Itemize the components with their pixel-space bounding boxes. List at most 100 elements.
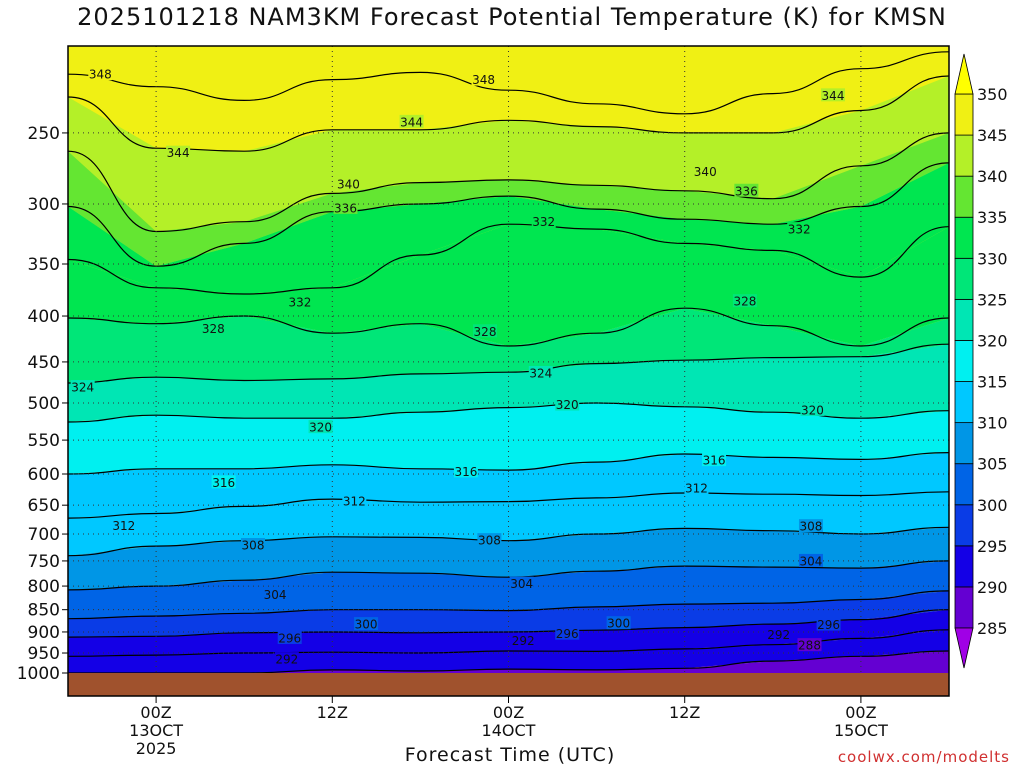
- credit-text[interactable]: coolwx.com/modelts: [837, 748, 1010, 766]
- contour-label: 304: [510, 577, 533, 591]
- colorbar-tick-label: 350: [977, 85, 1008, 104]
- fill-band-288: [68, 651, 949, 673]
- contour-label-group: 340: [336, 176, 361, 191]
- contour-label: 292: [275, 653, 298, 667]
- contour-label-group: 324: [528, 366, 553, 381]
- colorbar-tick-label: 315: [977, 373, 1008, 392]
- contour-label-bg: [816, 617, 841, 631]
- contour-label: 320: [309, 421, 332, 435]
- contour-label-bg: [684, 481, 709, 495]
- contour-label-bg: [798, 519, 823, 533]
- contour-label-bg: [88, 67, 113, 81]
- colorbar-segment: [954, 340, 974, 382]
- y-tick-label: 850: [28, 601, 60, 621]
- contour-label: 348: [472, 73, 495, 87]
- contour-label: 296: [278, 631, 301, 645]
- contour-label-group: 316: [453, 464, 478, 479]
- contour-label: 296: [817, 618, 840, 632]
- contour-label-group: 304: [509, 576, 534, 591]
- contour-label: 340: [694, 165, 717, 179]
- contour-label-group: 308: [477, 533, 502, 548]
- colorbar-tick-label: 330: [977, 249, 1008, 268]
- contour-label-group: 328: [732, 294, 757, 309]
- y-tick-label: 700: [28, 525, 60, 545]
- colorbar-segment: [954, 175, 974, 218]
- contour-label-bg: [798, 553, 823, 567]
- contour-label: 332: [788, 223, 811, 237]
- contour-label: 348: [89, 68, 112, 82]
- contour-label-bg: [732, 294, 757, 308]
- colorbar-segment: [954, 257, 974, 300]
- contour-label: 304: [264, 588, 287, 602]
- contour-label: 312: [112, 519, 135, 533]
- contour-label-group: 332: [787, 222, 812, 237]
- contour-label-bg: [531, 214, 556, 228]
- contour-label-group: 300: [606, 616, 631, 631]
- colorbar-segment: [954, 93, 974, 136]
- colorbar-tick-label: 335: [977, 208, 1008, 227]
- contour-label-group: 320: [800, 402, 825, 417]
- x-tick-date: 13OCT: [129, 721, 183, 740]
- contour-label-group: 292: [274, 652, 299, 667]
- contour-label: 332: [289, 296, 312, 310]
- chart-title: 2025101218 NAM3KM Forecast Potential Tem…: [77, 3, 947, 31]
- contour-label: 320: [556, 398, 579, 412]
- contour-label-group: 324: [70, 380, 95, 395]
- contour-label: 340: [337, 177, 360, 191]
- colorbar-tick-label: 300: [977, 496, 1008, 515]
- contour-344: [68, 75, 949, 152]
- contour-label-bg: [263, 587, 288, 601]
- contour-label-bg: [606, 616, 631, 630]
- colorbar-segment: [954, 504, 974, 547]
- x-tick-label: 00Z: [140, 703, 171, 722]
- contour-label-bg: [555, 397, 580, 411]
- x-tick-year: 2025: [136, 739, 177, 758]
- contour-300: [68, 590, 949, 620]
- contour-label: 328: [733, 295, 756, 309]
- contour-label-group: 288: [797, 638, 822, 653]
- contour-label-bg: [111, 518, 136, 532]
- x-tick-date: 14OCT: [482, 721, 536, 740]
- contour-label: 292: [512, 634, 535, 648]
- y-tick-label: 650: [28, 496, 60, 516]
- contour-label-bg: [211, 475, 236, 489]
- contour-label-group: 328: [201, 321, 226, 336]
- colorbar: 285 290 295 300 305 310 315 320 325 330 335 340 345 3…: [954, 53, 1008, 669]
- contour-label: 336: [334, 201, 357, 215]
- contour-label-bg: [702, 453, 727, 467]
- contour-label: 320: [801, 403, 824, 417]
- contour-label: 300: [607, 617, 630, 631]
- contour-340: [68, 132, 949, 233]
- contour-label: 308: [478, 534, 501, 548]
- contour-label: 336: [735, 184, 758, 198]
- x-tick-label: 00Z: [845, 703, 876, 722]
- fill-band-312: [68, 491, 949, 556]
- colorbar-tick-label: 310: [977, 414, 1008, 433]
- fill-band-304: [68, 560, 949, 619]
- contour-label: 316: [703, 454, 726, 468]
- y-tick-label: 950: [28, 644, 60, 664]
- contour-label-bg: [787, 222, 812, 236]
- contour-label: 308: [242, 539, 265, 553]
- contour-label-bg: [166, 145, 191, 159]
- contour-label-group: 304: [798, 553, 823, 568]
- contour-label-group: 348: [88, 67, 113, 82]
- y-axis: 2503003504004505005506006507007508008509…: [17, 124, 68, 684]
- colorbar-tick-label: 305: [977, 455, 1008, 474]
- contour-label-bg: [354, 617, 379, 631]
- fill-band-336: [68, 162, 949, 294]
- contour-label-group: 336: [734, 183, 759, 198]
- contour-label-group: 340: [693, 164, 718, 179]
- colorbar-segment: [954, 381, 974, 424]
- contour-label-group: 312: [111, 518, 136, 533]
- contour-label-group: 296: [816, 617, 841, 632]
- colorbar-tick-label: 295: [977, 537, 1008, 556]
- contour-332: [68, 223, 949, 295]
- colorbar-tick-label: 285: [977, 619, 1008, 638]
- gridlines: [68, 46, 949, 673]
- contour-label: 292: [767, 628, 790, 642]
- contour-label: 316: [212, 476, 235, 490]
- contour-label-bg: [797, 638, 822, 652]
- contour-label-bg: [70, 380, 95, 394]
- ground-band: [68, 673, 949, 696]
